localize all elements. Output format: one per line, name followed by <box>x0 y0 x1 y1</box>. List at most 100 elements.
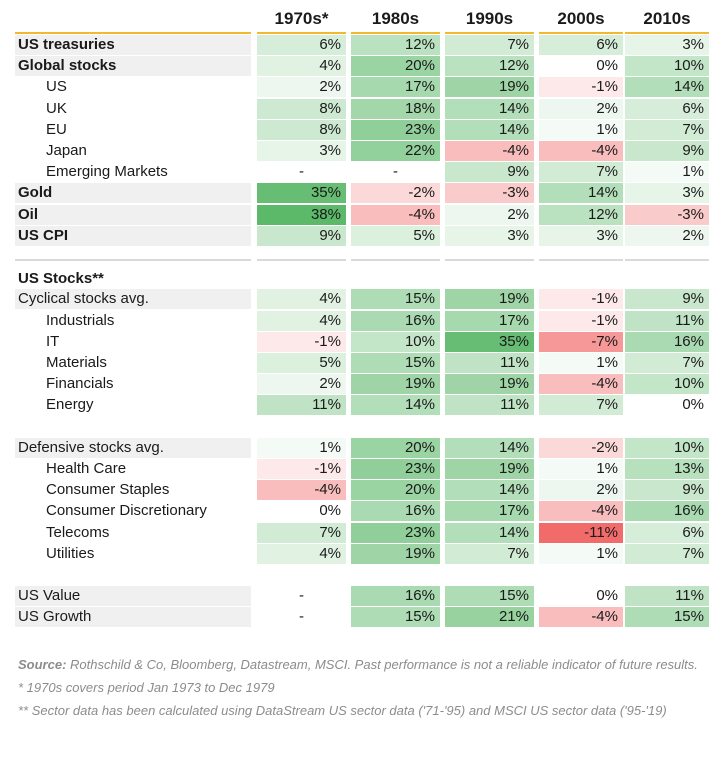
table-cell: - <box>299 608 304 626</box>
table-cell: 23% <box>351 459 440 479</box>
header-rule <box>351 32 440 34</box>
column-header: 2000s <box>557 9 605 28</box>
table-cell: 9% <box>625 289 709 310</box>
table-cell: 7% <box>625 353 709 373</box>
header-rule <box>257 32 346 34</box>
table-cell: 17% <box>445 310 534 331</box>
table-cell: 5% <box>257 353 346 373</box>
table-cell: 16% <box>625 501 709 522</box>
row-label: Global stocks <box>18 57 117 75</box>
table-cell: 1% <box>539 119 623 140</box>
table-cell: 14% <box>445 480 534 501</box>
header-rule <box>625 32 709 34</box>
column-header: 2010s <box>643 9 691 28</box>
table-cell: 16% <box>351 586 440 607</box>
table-cell: -2% <box>539 437 623 458</box>
table-cell: 4% <box>257 543 346 564</box>
row-label: US Value <box>18 587 81 605</box>
table-cell: -11% <box>539 522 623 543</box>
row-label: EU <box>46 120 67 138</box>
table-cell: 16% <box>351 501 440 522</box>
row-label: Materials <box>46 354 107 371</box>
table-cell: -3% <box>625 204 709 225</box>
table-cell: 3% <box>625 183 709 204</box>
table-cell: 3% <box>539 225 623 246</box>
table-cell: 1% <box>539 459 623 479</box>
table-cell: -4% <box>539 501 623 522</box>
table-cell: 15% <box>351 289 440 310</box>
table-cell: -1% <box>257 459 346 479</box>
section-title: US Stocks** <box>18 270 104 288</box>
table-cell: 10% <box>625 374 709 395</box>
table-cell: 18% <box>351 98 440 119</box>
table-cell: 14% <box>351 395 440 416</box>
section-rule <box>15 259 251 261</box>
row-label: UK <box>46 99 67 117</box>
column-header: 1990s <box>465 9 514 28</box>
row-label: IT <box>46 332 60 350</box>
table-cell: 17% <box>351 77 440 98</box>
table-cell: 4% <box>257 56 346 77</box>
table-cell: 9% <box>625 480 709 501</box>
table-cell: 6% <box>257 35 346 55</box>
row-label-shade <box>15 35 251 55</box>
table-cell: - <box>299 163 304 181</box>
header-rule <box>15 32 251 34</box>
table-cell: 8% <box>257 119 346 140</box>
table-cell: 14% <box>539 183 623 204</box>
table-cell: 12% <box>351 35 440 55</box>
table-cell: 14% <box>625 77 709 98</box>
table-cell: -4% <box>257 480 346 501</box>
table-cell: 19% <box>351 374 440 395</box>
row-label: Cyclical stocks avg. <box>18 290 149 308</box>
table-cell: 38% <box>257 204 346 225</box>
table-cell: 10% <box>625 56 709 77</box>
row-label: Oil <box>18 205 39 223</box>
table-cell: -4% <box>351 204 440 225</box>
table-cell: 14% <box>445 522 534 543</box>
table-cell: 19% <box>445 289 534 310</box>
section-rule <box>257 259 346 261</box>
row-label: Industrials <box>46 311 115 329</box>
table-cell: 17% <box>445 501 534 522</box>
table-cell: 10% <box>351 331 440 352</box>
table-cell: - <box>393 163 398 181</box>
table-cell: 11% <box>625 310 709 331</box>
row-label-shade <box>15 437 251 458</box>
table-cell: - <box>299 587 304 605</box>
row-label: US Growth <box>18 608 92 626</box>
table-cell: 14% <box>445 98 534 119</box>
table-cell: 2% <box>539 480 623 501</box>
table-cell: 19% <box>445 77 534 98</box>
row-label: Health Care <box>46 460 127 477</box>
table-cell: 2% <box>257 77 346 98</box>
table-cell: 1% <box>257 437 346 458</box>
table-cell: 7% <box>257 522 346 543</box>
table-cell: 8% <box>257 98 346 119</box>
row-label: Defensive stocks avg. <box>18 438 164 456</box>
table-cell: 14% <box>445 437 534 458</box>
table-cell: 11% <box>257 395 346 416</box>
table-cell: 0% <box>257 501 346 522</box>
header-rule <box>539 32 623 34</box>
table-cell: 15% <box>351 607 440 628</box>
source-label: Source: <box>18 657 67 672</box>
table-cell: 23% <box>351 522 440 543</box>
table-cell: 0% <box>539 56 623 77</box>
row-label: US treasuries <box>18 36 115 53</box>
table-cell: 21% <box>445 607 534 628</box>
row-label-shade <box>15 607 251 628</box>
table-cell: 9% <box>625 141 709 161</box>
row-label: Gold <box>18 184 53 202</box>
table-cell: 1% <box>539 353 623 373</box>
table-cell: 6% <box>625 522 709 543</box>
table-cell: 3% <box>625 35 709 55</box>
table-cell: 20% <box>351 480 440 501</box>
table-cell: 7% <box>625 119 709 140</box>
table-cell: 6% <box>625 98 709 119</box>
table-cell: 12% <box>445 56 534 77</box>
table-cell: 22% <box>351 141 440 161</box>
row-label-shade <box>15 225 251 246</box>
row-label: US <box>46 78 67 96</box>
header-rule <box>445 32 534 34</box>
